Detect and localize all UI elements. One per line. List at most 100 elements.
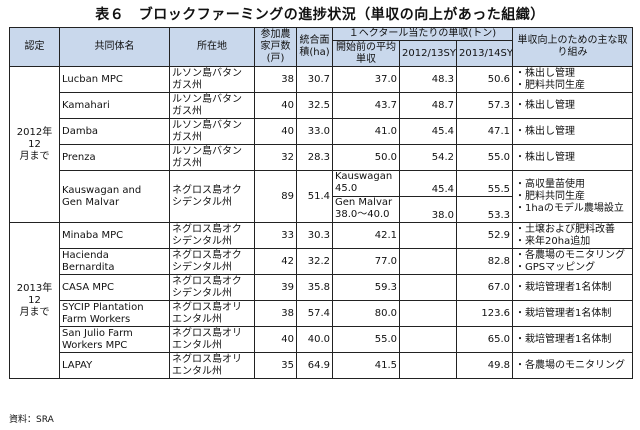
header-yield-group: １ヘクタール当たりの単収(トン) — [331, 27, 514, 41]
yield-2012-13: 48.7 — [399, 92, 457, 119]
before-yield: 59.3 — [332, 274, 400, 301]
org-name: Kamahari — [59, 92, 170, 119]
cert-period: 2013年12 月まで — [9, 222, 60, 379]
measures: ・株出し管理 ・肥料共同生産 — [512, 66, 634, 93]
location: ルソン島バタン ガス州 — [169, 66, 255, 93]
households: 33 — [254, 222, 297, 249]
cert-period: 2012年12 月まで — [9, 66, 60, 223]
yield-2012-13: 48.3 — [399, 66, 457, 93]
yield-2013-14: 123.6 — [455, 300, 514, 327]
table-row: Prenza ルソン島バタン ガス州 32 28.3 50.0 54.2 55.0 ・株出し管… — [10, 144, 634, 171]
header-2013-14: 2013/14SY — [455, 40, 514, 67]
location: ネグロス島オリ エンタル州 — [169, 300, 255, 327]
yield-2012-13 — [399, 326, 457, 353]
area: 28.3 — [296, 144, 333, 171]
location: ルソン島バタン ガス州 — [169, 144, 255, 171]
measures: ・株出し管理 — [512, 118, 634, 145]
org-name: San Julio Farm Workers MPC — [59, 326, 170, 353]
yield-2012-13 — [399, 352, 457, 379]
measures: ・各農場のモニタリング ・GPSマッピング — [512, 248, 634, 275]
before-yield: 37.0 — [332, 66, 400, 93]
before-yield-upper: Kauswagan 45.0 — [333, 172, 399, 197]
table-row: Kauswagan and Gen Malvar ネグロス島オク シデンタル州 89… — [10, 170, 634, 223]
households: 35 — [254, 352, 297, 379]
before-yield: 43.7 — [332, 92, 400, 119]
location: ルソン島バタン ガス州 — [169, 92, 255, 119]
households: 42 — [254, 248, 297, 275]
yield-2012-13: 45.4 38.0 — [399, 170, 457, 223]
area: 30.3 — [296, 222, 333, 249]
area: 32.5 — [296, 92, 333, 119]
before-yield: 41.0 — [332, 118, 400, 145]
area: 32.2 — [296, 248, 333, 275]
area: 57.4 — [296, 300, 333, 327]
yield-2012-13 — [399, 222, 457, 249]
org-name: Hacienda Bernardita — [59, 248, 170, 275]
measures: ・栽培管理者1名体制 — [512, 326, 634, 353]
before-yield: 50.0 — [332, 144, 400, 171]
before-yield: 77.0 — [332, 248, 400, 275]
table-row: SYCIP Plantation Farm Workers ネグロス島オリ エンタ… — [10, 300, 634, 327]
header-area: 統合面積(ha) — [296, 27, 333, 67]
table-row: 2012年12 月まで Lucban MPC ルソン島バタン ガス州 38 30.7 37… — [9, 66, 634, 223]
yield-2013-14: 67.0 — [455, 274, 514, 301]
households: 40 — [254, 118, 297, 145]
table-row: LAPAY ネグロス島オリ エンタル州 35 64.9 41.5 49.8 ・各農場のモニタ… — [10, 352, 634, 379]
measures: ・土壌および肥料改善 ・来年20ha追加 — [512, 222, 634, 249]
org-name: Minaba MPC — [59, 222, 170, 249]
header-2012-13: 2012/13SY — [399, 40, 457, 67]
yield-2013-14: 55.0 — [455, 144, 514, 171]
measures: ・栽培管理者1名体制 — [512, 274, 634, 301]
yield-2012-13: 45.4 — [399, 118, 457, 145]
yield-2013-14: 50.6 — [455, 66, 514, 93]
progress-table: 認定 共同体名 所在地 参加農家戸数(戸) 統合面積(ha) １ヘクタール当たり… — [9, 27, 634, 379]
table-row: San Julio Farm Workers MPC ネグロス島オリ エンタル州 4… — [10, 326, 634, 353]
table-row: CASA MPC ネグロス島オク シデンタル州 39 35.8 59.3 67.0 ・栽培管… — [10, 274, 634, 301]
yield-2013-14: 65.0 — [455, 326, 514, 353]
households: 38 — [254, 300, 297, 327]
table-row: 2013年12 月まで Minaba MPC ネグロス島オク シデンタル州 33 30.… — [9, 222, 634, 379]
yield-2012-13 — [399, 274, 457, 301]
yield-2013-14-upper: 55.5 — [457, 172, 512, 197]
org-name: Prenza — [59, 144, 170, 171]
yield-2013-14: 49.8 — [455, 352, 514, 379]
measures: ・各農場のモニタリング — [512, 352, 634, 379]
before-yield-lower: Gen Malvar 38.0〜40.0 — [335, 197, 393, 220]
yield-2012-13 — [399, 248, 457, 275]
before-yield: 55.0 — [332, 326, 400, 353]
households: 40 — [254, 326, 297, 353]
measures: ・高収量苗使用 ・肥料共同生産 ・1haのモデル農場設立 — [512, 170, 634, 223]
measures: ・株出し管理 — [512, 144, 634, 171]
before-yield: Kauswagan 45.0 Gen Malvar 38.0〜40.0 — [332, 170, 400, 223]
area: 40.0 — [296, 326, 333, 353]
yield-2013-14-lower: 53.3 — [487, 210, 511, 221]
yield-2013-14: 47.1 — [455, 118, 514, 145]
area: 51.4 — [296, 170, 333, 223]
area: 33.0 — [296, 118, 333, 145]
table-title: 表６ ブロックファーミングの進捗状況（単収の向上があった組織） — [95, 7, 545, 23]
org-name: SYCIP Plantation Farm Workers — [59, 300, 170, 327]
location: ネグロス島オク シデンタル州 — [169, 274, 255, 301]
households: 89 — [254, 170, 297, 223]
table-row: Kamahari ルソン島バタン ガス州 40 32.5 43.7 48.7 57.3 ・株出… — [10, 92, 634, 119]
org-name: CASA MPC — [59, 274, 170, 301]
org-name: Lucban MPC — [59, 66, 170, 93]
households: 32 — [254, 144, 297, 171]
households: 40 — [254, 92, 297, 119]
yield-2012-13-upper: 45.4 — [400, 172, 456, 197]
location: ネグロス島オク シデンタル州 — [169, 222, 255, 249]
area: 64.9 — [296, 352, 333, 379]
yield-2012-13: 54.2 — [399, 144, 457, 171]
header-org: 共同体名 — [59, 27, 170, 67]
header-measures: 単収向上のための主な取り組み — [512, 27, 634, 67]
source-note: 資料：SRA — [9, 415, 54, 425]
location: ネグロス島オク シデンタル州 — [169, 170, 255, 223]
yield-2013-14: 55.5 53.3 — [455, 170, 514, 223]
before-yield: 41.5 — [332, 352, 400, 379]
yield-2013-14: 57.3 — [455, 92, 514, 119]
header-before: 開始前の平均単収 — [332, 40, 400, 67]
area: 35.8 — [296, 274, 333, 301]
location: ネグロス島オリ エンタル州 — [169, 352, 255, 379]
households: 39 — [254, 274, 297, 301]
before-yield: 42.1 — [332, 222, 400, 249]
